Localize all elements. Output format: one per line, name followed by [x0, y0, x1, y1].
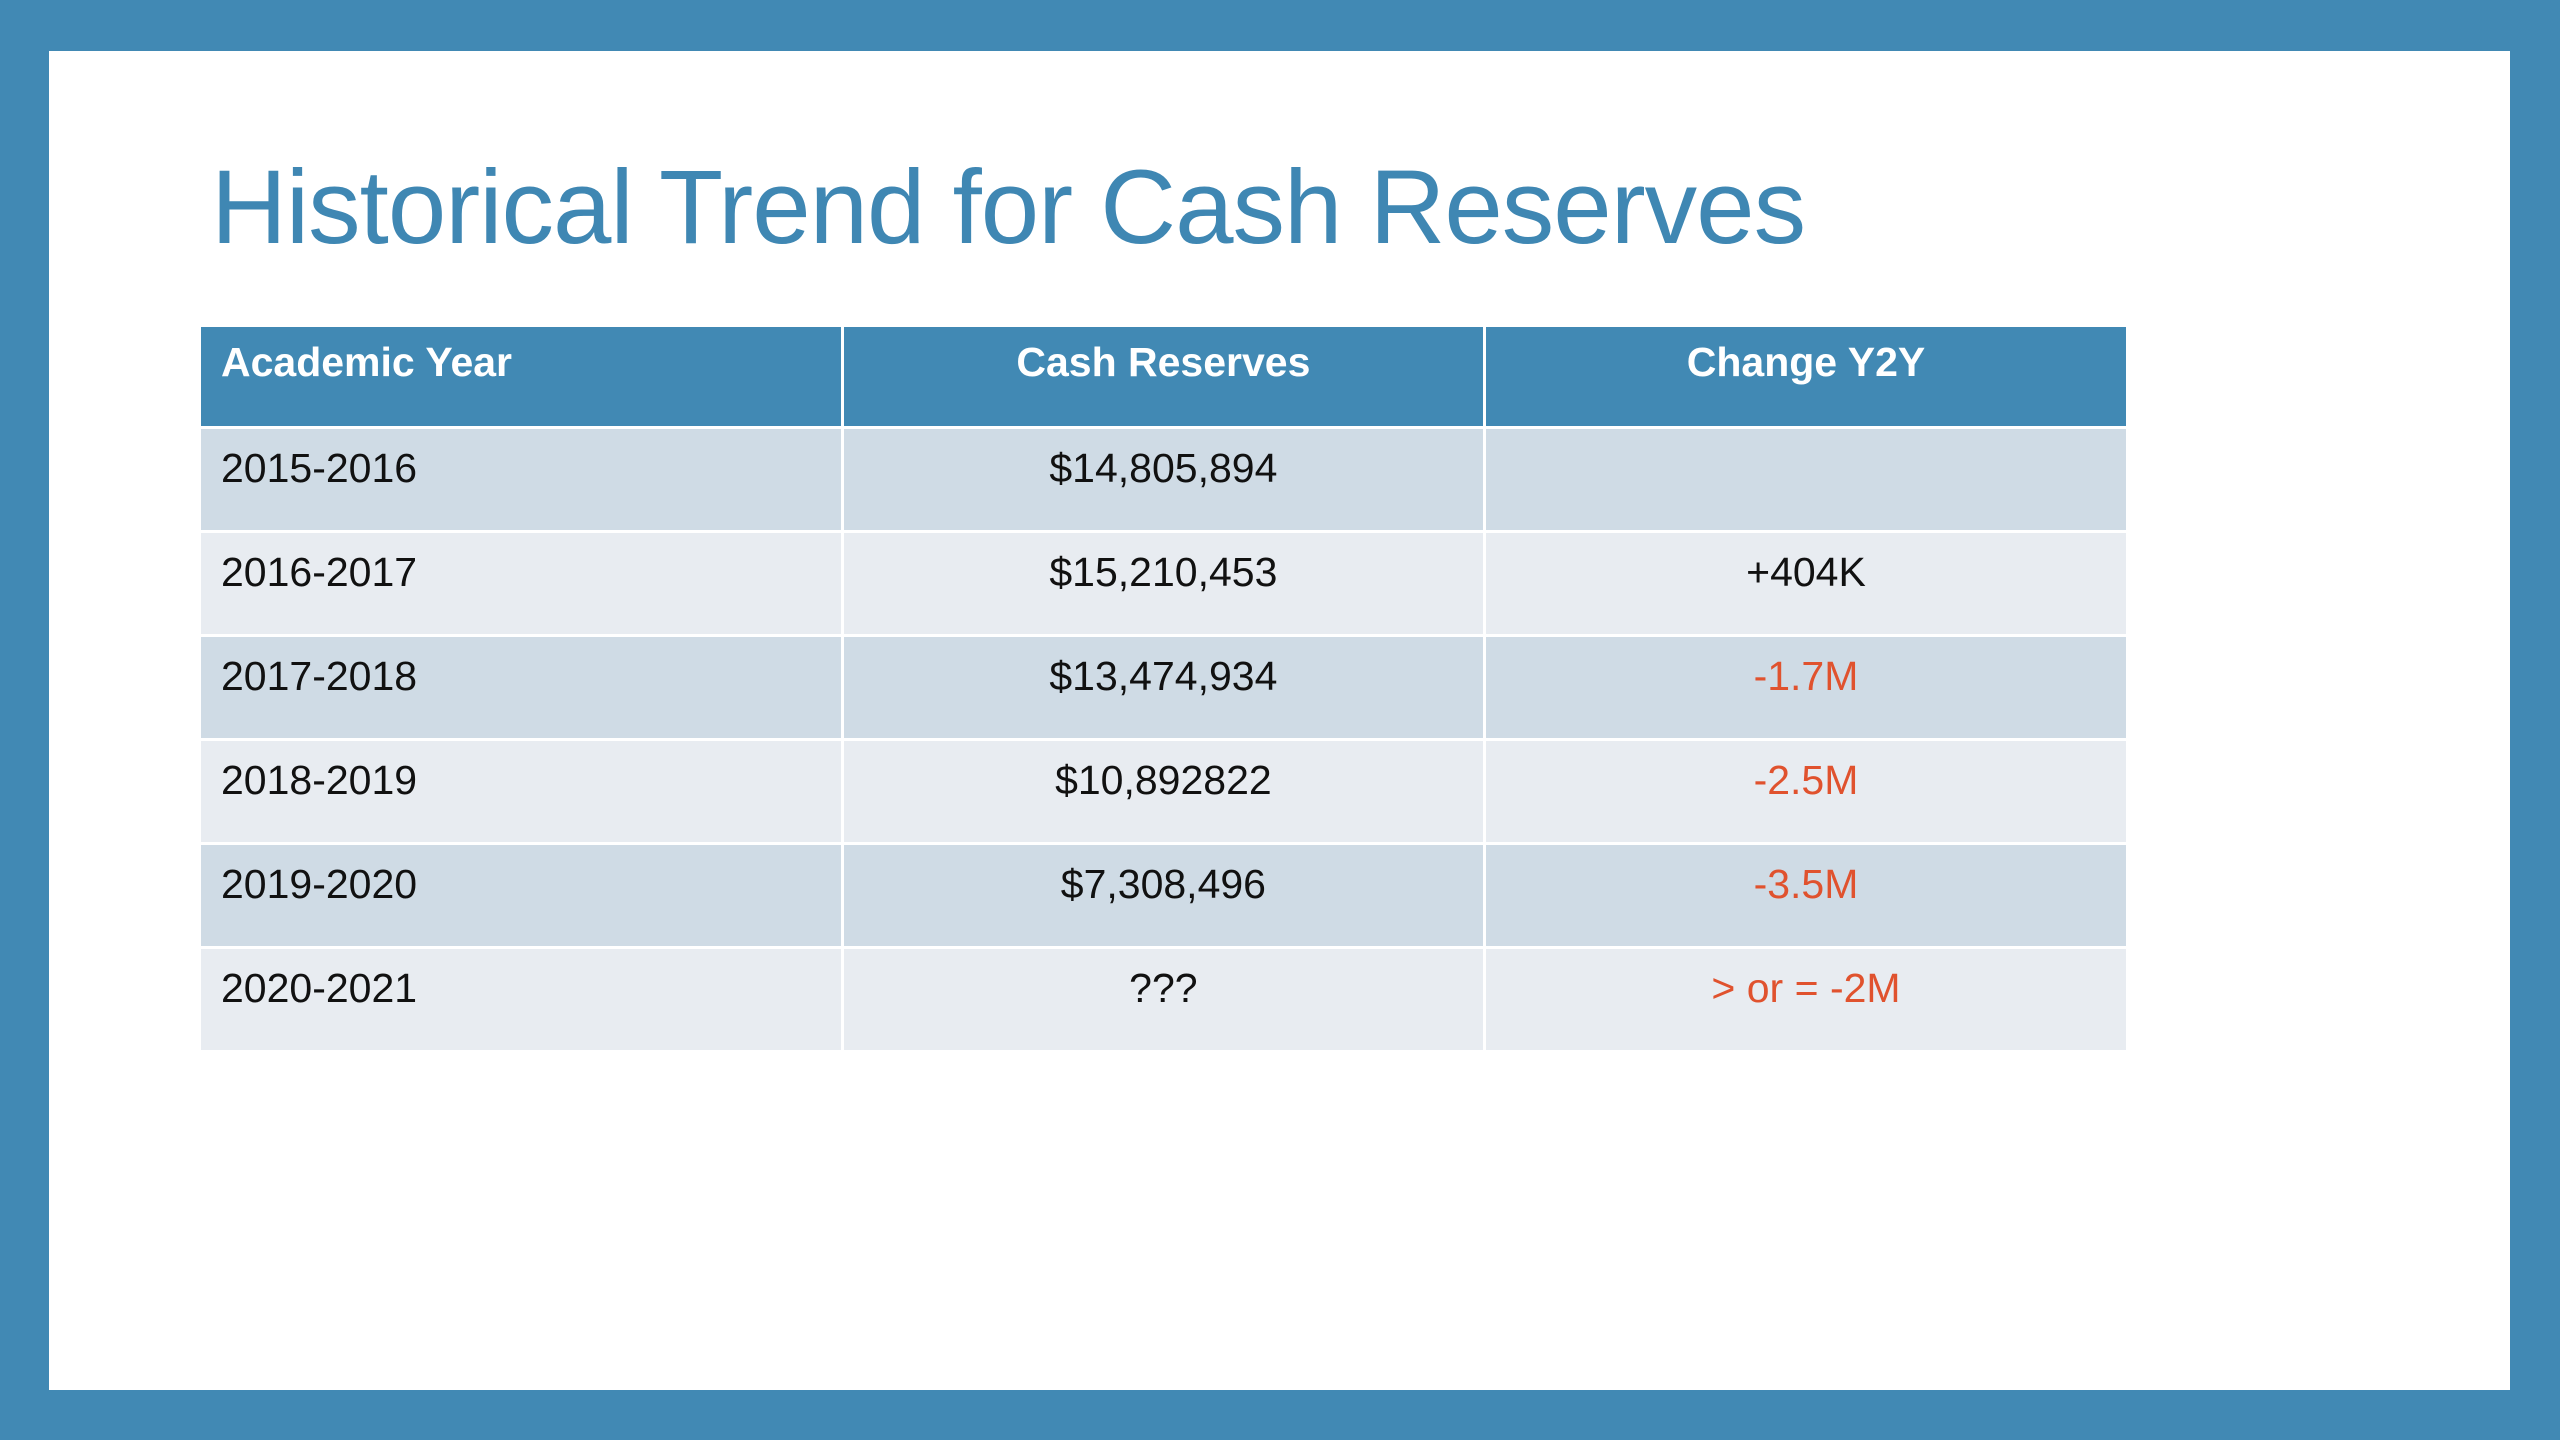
- table-row: 2020-2021 ??? > or = -2M: [198, 946, 2129, 1053]
- slide-title: Historical Trend for Cash Reserves: [211, 149, 1806, 266]
- cash-reserves-table: Academic Year Cash Reserves Change Y2Y 2…: [198, 324, 2129, 1053]
- cell-change-y2y: +404K: [1483, 530, 2129, 637]
- table-header-row: Academic Year Cash Reserves Change Y2Y: [198, 324, 2129, 429]
- cell-change-y2y: -3.5M: [1483, 842, 2129, 949]
- cell-cash-reserves: $13,474,934: [840, 634, 1487, 741]
- cell-cash-reserves: $14,805,894: [840, 426, 1487, 533]
- cell-cash-reserves: $15,210,453: [840, 530, 1487, 637]
- cell-cash-reserves: ???: [840, 946, 1487, 1053]
- header-cash-reserves: Cash Reserves: [840, 324, 1487, 429]
- cell-change-y2y: [1483, 426, 2129, 533]
- cell-change-y2y: -1.7M: [1483, 634, 2129, 741]
- cell-change-y2y: > or = -2M: [1483, 946, 2129, 1053]
- cell-change-y2y: -2.5M: [1483, 738, 2129, 845]
- cell-cash-reserves: $7,308,496: [840, 842, 1487, 949]
- header-change-y2y: Change Y2Y: [1483, 324, 2129, 429]
- table-row: 2019-2020 $7,308,496 -3.5M: [198, 842, 2129, 949]
- table-row: 2017-2018 $13,474,934 -1.7M: [198, 634, 2129, 741]
- table-row: 2018-2019 $10,892822 -2.5M: [198, 738, 2129, 845]
- cell-cash-reserves: $10,892822: [840, 738, 1487, 845]
- cell-academic-year: 2019-2020: [198, 842, 844, 949]
- cell-academic-year: 2020-2021: [198, 946, 844, 1053]
- table-row: 2016-2017 $15,210,453 +404K: [198, 530, 2129, 637]
- cell-academic-year: 2015-2016: [198, 426, 844, 533]
- cell-academic-year: 2017-2018: [198, 634, 844, 741]
- header-academic-year: Academic Year: [198, 324, 844, 429]
- cell-academic-year: 2018-2019: [198, 738, 844, 845]
- table-row: 2015-2016 $14,805,894: [198, 426, 2129, 533]
- cell-academic-year: 2016-2017: [198, 530, 844, 637]
